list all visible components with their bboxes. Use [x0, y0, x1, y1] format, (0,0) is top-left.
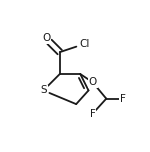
Text: O: O — [88, 77, 97, 87]
Text: F: F — [90, 109, 96, 119]
Text: S: S — [40, 85, 47, 95]
Text: Cl: Cl — [79, 39, 90, 49]
Text: F: F — [120, 94, 126, 104]
Text: O: O — [42, 33, 50, 43]
